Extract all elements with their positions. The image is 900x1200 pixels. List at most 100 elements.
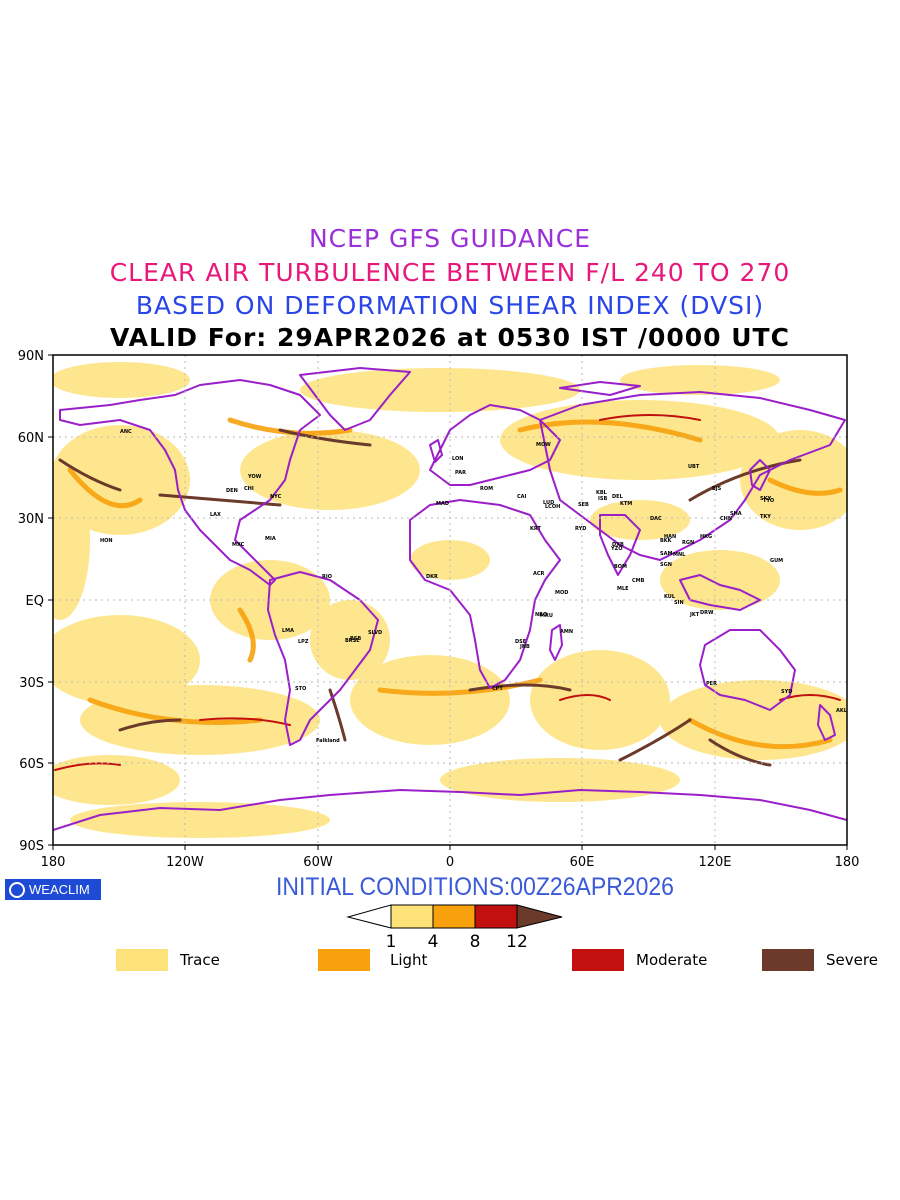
uk-outline [429,439,443,463]
station-labels: HON MXC LMA STO BRSL SLVD LPZ Falkland RIO DKR ACR… [100,429,848,744]
station-label: DSE [515,639,527,645]
station-label: MXC [232,542,245,548]
australia-outline [699,629,796,711]
station-label: CPT [492,686,503,692]
station-label: LON [452,456,463,462]
madagascar-outline [549,624,563,661]
legend-swatch-severe [762,949,814,971]
y-tick-label: EQ [26,594,44,609]
logo-text: WEACLIM [29,882,90,897]
station-label: SKY [760,496,771,502]
station-label: SYD [781,689,792,695]
station-label: SHA [730,511,742,517]
station-label: BKK [660,538,673,544]
station-label: BSB [350,636,361,642]
gridlines [53,355,847,845]
station-label: DEN [226,488,238,494]
station-label: YOW [247,474,262,480]
station-label: STO [295,686,306,692]
station-label: GUM [770,558,783,564]
se-asia-outline [679,574,761,611]
station-label: SAM [660,551,672,557]
station-label: MAD [436,501,449,507]
station-label: TKY [760,514,771,520]
legend-label-severe: Severe [826,951,878,969]
station-label: AKL [836,708,848,714]
initial-conditions-label: INITIAL CONDITIONS:00Z26APR2026 [276,873,674,901]
station-label: LUD [543,500,554,506]
x-tick-label: 0 [446,855,454,870]
station-label: BOM [614,564,627,570]
title-valid-time: VALID For: 29APR2026 at 0530 IST /0000 U… [110,323,790,352]
station-label: UBT [688,464,700,470]
station-label: DKR [426,574,438,580]
station-label: NBO [535,612,547,618]
asia-outline [539,391,846,561]
x-tick-label: 180 [835,855,860,870]
station-label: LCOH [545,504,560,510]
x-tick-label: 60W [303,855,333,870]
y-tick-label: 60S [19,757,44,772]
legend-label-light: Light [390,951,428,969]
africa-outline [409,499,561,689]
station-label: PAR [455,470,466,476]
station-label: CHN [720,516,732,522]
legend-swatch-moderate [572,949,624,971]
x-tick-label: 180 [41,855,66,870]
india-outline [599,514,641,576]
copyright-icon [9,882,25,898]
station-label: MLE [617,586,629,592]
europe-outline [429,404,561,486]
legend-label-moderate: Moderate [636,951,708,969]
south-america-outline [267,571,379,746]
station-label: PER [706,681,717,687]
legend-swatch-trace [116,949,168,971]
station-label: KTM [620,501,632,507]
station-label: ANC [120,429,132,435]
station-label: DAC [650,516,662,522]
japan-outline [749,459,771,491]
station-label: RIO [322,574,332,580]
station-label: NYC [270,494,282,500]
y-tick-label: 30S [19,676,44,691]
title-line-2: CLEAR AIR TURBULENCE BETWEEN F/L 240 TO … [109,258,791,287]
station-label: RGN [682,540,694,546]
station-label: MOD [555,590,568,596]
station-label: HKG [700,534,712,540]
station-label: SLVD [368,630,382,636]
y-tick-label: 30N [18,512,44,527]
station-label: ISB [598,496,607,502]
station-label: AMN [560,629,573,635]
station-label: JNB [519,644,530,650]
station-label: SEB [578,502,589,508]
station-label: CMB [632,578,645,584]
y-axis: 90N 60N 30N EQ 30S 60S 90S [18,349,53,854]
station-label: SGN [660,562,672,568]
greenland-outline [299,367,411,431]
station-label: KUL [664,594,676,600]
station-label: CAI [517,494,527,500]
new-zealand-outline [817,704,836,741]
station-label: BJS [712,486,722,492]
y-tick-label: 90N [18,349,44,364]
coastlines [53,367,847,831]
station-label: BRSL [345,638,360,644]
y-tick-label: 90S [19,839,44,854]
station-label: ROM [480,486,493,492]
station-label: JKT [689,612,700,618]
arctic-islands-outline [559,381,641,396]
station-label: MNL [673,552,686,558]
x-tick-label: 60E [570,855,595,870]
x-tick-label: 120E [698,855,731,870]
legend-label-trace: Trace [180,951,220,969]
antarctica-outline [53,789,847,831]
station-label: DRW [700,610,714,616]
north-america-outline [59,379,321,586]
station-label: SIN [674,600,684,606]
station-label: MOW [536,442,551,448]
station-label: RYD [575,526,586,532]
station-label: TYO [763,498,774,504]
weaclim-logo: WEACLIM [5,879,101,900]
station-label: LMA [282,628,294,634]
station-label: MIA [265,536,276,542]
